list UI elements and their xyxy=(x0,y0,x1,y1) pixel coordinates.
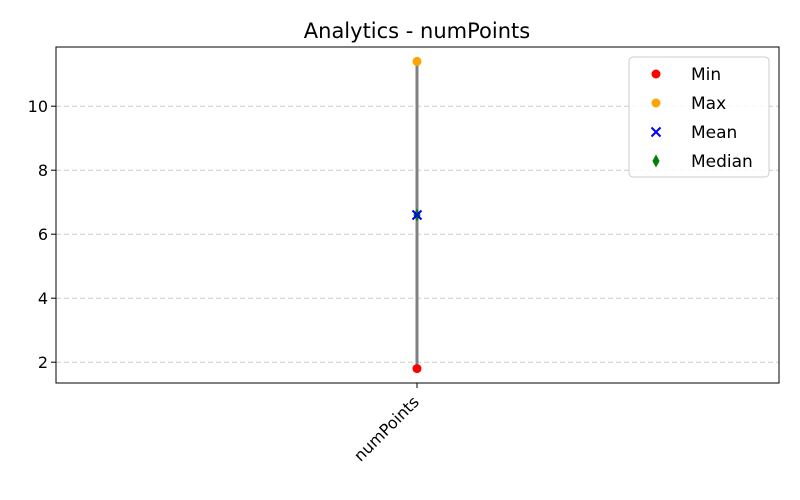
y-tick-label: 8 xyxy=(38,161,48,180)
legend-marker-max xyxy=(651,98,661,108)
legend-box xyxy=(628,56,770,178)
legend-label: Max xyxy=(691,94,726,114)
y-tick-label: 4 xyxy=(38,289,48,308)
y-axis: 2 4 6 8 10 xyxy=(28,97,56,372)
legend-item-min: Min xyxy=(651,65,721,85)
legend-label: Min xyxy=(691,65,721,85)
legend-marker-mean xyxy=(650,126,662,138)
marker-mean-stroke xyxy=(411,209,423,221)
y-tick-label: 2 xyxy=(38,353,48,372)
legend-label: Median xyxy=(691,152,753,172)
legend-item-max: Max xyxy=(651,94,726,114)
marker-min xyxy=(412,364,422,374)
legend-item-mean: Mean xyxy=(650,123,737,143)
legend-marker-median xyxy=(652,154,660,168)
marker-max xyxy=(412,56,422,66)
chart-title: Analytics - numPoints xyxy=(304,19,530,43)
legend: Min Max Mean Median xyxy=(628,56,770,178)
y-tick-label: 6 xyxy=(38,225,48,244)
legend-item-median: Median xyxy=(652,152,753,172)
x-tick-label: numPoints xyxy=(350,392,423,465)
marker-mean xyxy=(411,209,423,221)
legend-marker-mean-stroke xyxy=(650,126,662,138)
legend-marker-min xyxy=(651,69,661,79)
x-axis: numPoints xyxy=(350,383,423,465)
y-tick-label: 10 xyxy=(28,97,48,116)
data-markers xyxy=(411,56,423,374)
legend-label: Mean xyxy=(691,123,737,143)
